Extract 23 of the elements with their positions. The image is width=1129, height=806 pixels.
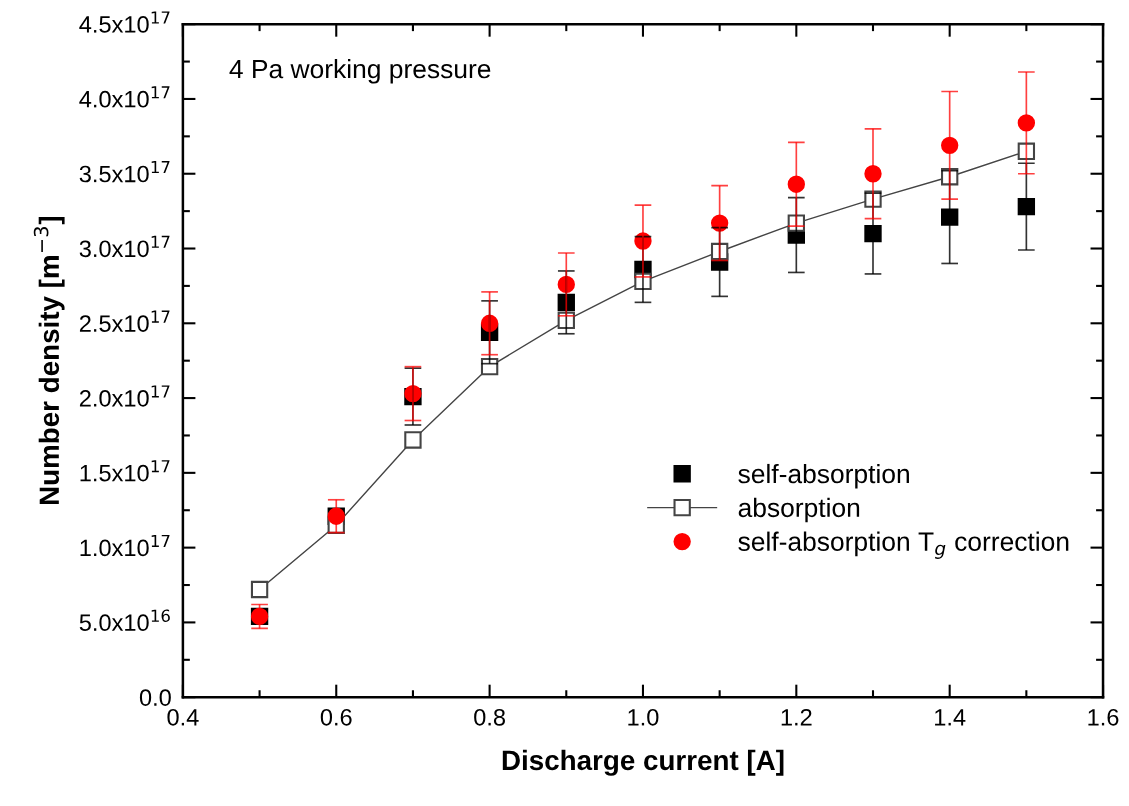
y-tick-label: 4.0x10$^{17}$ <box>79 86 170 108</box>
x-tick-label: 0.8 <box>474 708 505 726</box>
x-tick-label: 0.4 <box>167 708 199 726</box>
x-tick-label: 1.0 <box>628 708 659 726</box>
y-tick-label: 0.0 <box>139 689 171 706</box>
y-tick-label: 2.5x10$^{17}$ <box>79 310 170 332</box>
x-tick-label: 1.2 <box>781 708 812 726</box>
x-tick-label: 1.6 <box>1088 708 1119 726</box>
y-tick-label: 5.0x10$^{16}$ <box>79 609 170 632</box>
y-tick-label: 1.5x10$^{17}$ <box>80 460 170 482</box>
y-tick-label: 2.0x10$^{17}$ <box>79 385 170 407</box>
x-axis-title: Discharge current [A] <box>502 749 784 776</box>
annotation: 4 Pa working pressure <box>229 58 491 84</box>
legend-label: absorption <box>738 497 860 523</box>
y-tick-label: 1.0x10$^{17}$ <box>80 534 170 557</box>
legend-label: self-absorption <box>738 463 909 489</box>
x-tick-label: 1.4 <box>935 709 966 726</box>
y-tick-label: 3.5x10$^{17}$ <box>79 161 170 183</box>
y-tick-label: 4.5x10$^{17}$ <box>79 11 170 33</box>
y-axis-title: Number density [m$^{−3}$] <box>33 217 65 505</box>
legend-label: self-absorption T$_{g}$ correction <box>738 531 1069 559</box>
y-tick-label: 3.0x10$^{17}$ <box>79 235 170 258</box>
x-tick-label: 0.6 <box>320 708 352 726</box>
